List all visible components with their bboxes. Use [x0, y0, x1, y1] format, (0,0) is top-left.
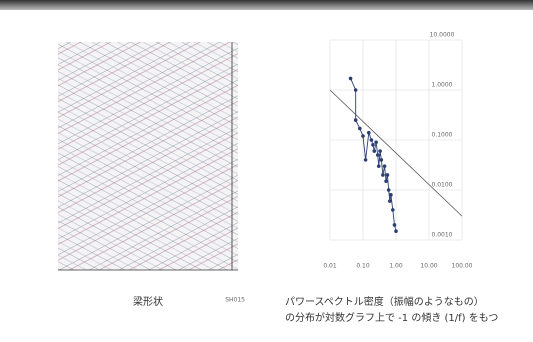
data-point — [376, 164, 381, 168]
trendline — [329, 89, 463, 217]
data-point — [375, 153, 380, 157]
data-point — [392, 223, 397, 227]
data-point — [394, 229, 398, 233]
data-point — [348, 76, 353, 81]
beam-figure — [58, 42, 238, 271]
caption-line: パワースペクトル密度（振幅のようなもの） — [285, 295, 484, 308]
data-point — [388, 199, 392, 203]
x-tick-label: 0.01 — [323, 263, 337, 270]
data-point — [391, 208, 395, 212]
y-tick-label: 0.0010 — [432, 232, 453, 239]
x-tick-label: 1.00 — [389, 263, 403, 270]
data-point — [363, 158, 368, 162]
y-tick-label: 0.0100 — [432, 182, 453, 189]
figure-caption: 梁形状 — [133, 295, 163, 308]
data-point — [381, 173, 385, 177]
data-point — [385, 173, 390, 177]
data-point — [367, 130, 371, 135]
data-point — [386, 188, 391, 192]
series-line — [350, 78, 397, 232]
data-point — [358, 126, 362, 131]
caption-line: の分布が対数グラフ上で -1 の傾き (1/f) をもつ — [285, 311, 498, 324]
y-tick-label: 1.0000 — [432, 82, 453, 89]
data-point — [353, 88, 358, 92]
x-tick-label: 0.10 — [356, 263, 370, 270]
data-point — [372, 149, 377, 153]
data-point — [382, 164, 387, 168]
data-point — [379, 158, 384, 162]
y-tick-label: 0.1000 — [432, 132, 453, 139]
data-point — [378, 149, 382, 153]
figure-code: SH015 — [225, 297, 245, 304]
data-point — [361, 134, 365, 138]
data-point — [369, 138, 374, 142]
data-point — [371, 143, 375, 147]
data-point — [389, 193, 393, 197]
y-tick-label: 10.0000 — [430, 32, 455, 39]
data-point — [384, 179, 388, 183]
chart: 0.0010 0.0100 0.1000 1.0000 10.0000 0.01 0.10 1… — [323, 32, 472, 270]
x-tick-label: 10.00 — [420, 263, 437, 270]
data-point — [374, 140, 378, 145]
data-point — [353, 118, 358, 122]
top-bar — [0, 0, 533, 10]
x-tick-label: 100.00 — [452, 263, 473, 270]
